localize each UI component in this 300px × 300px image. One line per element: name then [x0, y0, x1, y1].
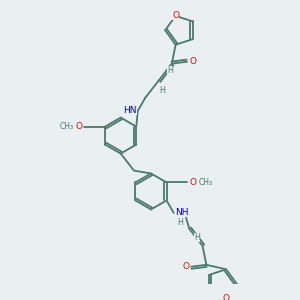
Text: O: O [182, 262, 189, 271]
Text: O: O [189, 57, 196, 66]
Text: O: O [75, 122, 82, 131]
Text: O: O [190, 178, 196, 187]
Text: NH: NH [175, 208, 188, 217]
Text: HN: HN [123, 106, 137, 115]
Text: O: O [172, 11, 179, 20]
Text: O: O [223, 294, 230, 300]
Text: CH₃: CH₃ [198, 178, 212, 187]
Text: CH₃: CH₃ [59, 122, 74, 131]
Text: H: H [159, 85, 165, 94]
Text: H: H [167, 66, 173, 75]
Text: H: H [194, 233, 200, 242]
Text: H: H [177, 218, 183, 227]
